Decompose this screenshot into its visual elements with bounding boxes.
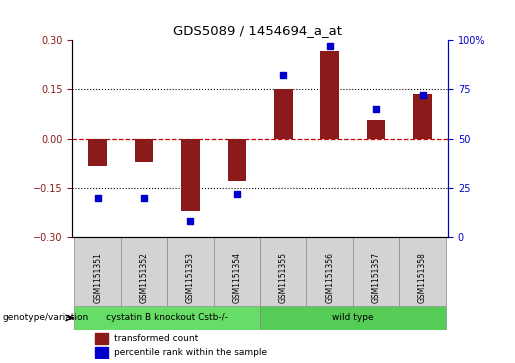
Point — [186, 219, 195, 224]
Text: GSM1151355: GSM1151355 — [279, 252, 288, 303]
Text: percentile rank within the sample: percentile rank within the sample — [114, 348, 267, 357]
Point — [279, 73, 287, 78]
Text: GSM1151356: GSM1151356 — [325, 252, 334, 303]
Bar — [306, 237, 353, 306]
Text: GSM1151357: GSM1151357 — [372, 252, 381, 303]
Bar — [75, 237, 121, 306]
Point — [418, 92, 426, 98]
Text: GSM1151352: GSM1151352 — [140, 252, 148, 303]
Text: transformed count: transformed count — [114, 334, 198, 343]
Text: GSM1151351: GSM1151351 — [93, 252, 102, 303]
Bar — [228, 139, 246, 181]
Bar — [181, 139, 200, 211]
Text: wild type: wild type — [332, 314, 374, 322]
Bar — [121, 237, 167, 306]
Point — [233, 191, 241, 197]
Bar — [413, 94, 432, 139]
Point — [325, 43, 334, 49]
Point — [372, 106, 380, 112]
Bar — [214, 237, 260, 306]
Bar — [135, 139, 153, 162]
Bar — [89, 139, 107, 167]
Text: GSM1151354: GSM1151354 — [232, 252, 242, 303]
Bar — [399, 237, 445, 306]
Text: cystatin B knockout Cstb-/-: cystatin B knockout Cstb-/- — [106, 314, 228, 322]
Bar — [75, 306, 260, 330]
Bar — [353, 237, 399, 306]
Point — [140, 195, 148, 201]
Bar — [95, 333, 108, 344]
Bar — [274, 89, 293, 139]
Text: GSM1151353: GSM1151353 — [186, 252, 195, 303]
Text: GSM1151358: GSM1151358 — [418, 252, 427, 303]
Point — [94, 195, 102, 201]
Bar — [367, 121, 385, 139]
Bar — [95, 347, 108, 358]
Bar — [167, 237, 214, 306]
Text: GDS5089 / 1454694_a_at: GDS5089 / 1454694_a_at — [173, 24, 342, 37]
Text: genotype/variation: genotype/variation — [3, 314, 89, 322]
Bar — [260, 237, 306, 306]
Bar — [320, 52, 339, 139]
Bar — [260, 306, 445, 330]
